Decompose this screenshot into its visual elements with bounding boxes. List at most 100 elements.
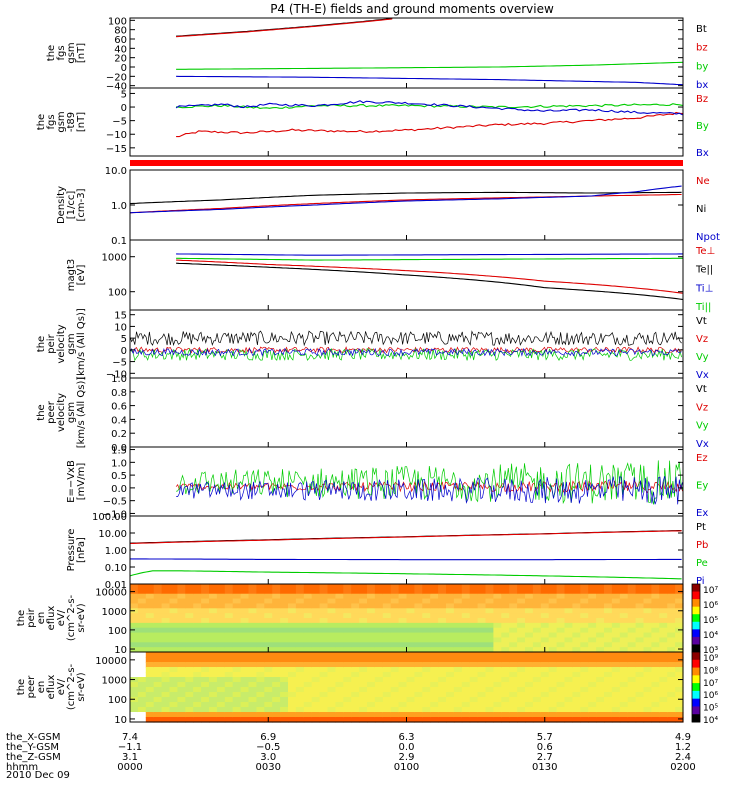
panel-8: Pressure [nPa]100.0010.001.000.100.01PtPb… (66, 512, 708, 591)
heatmap-cell (414, 717, 423, 723)
heatmap-cell (311, 672, 321, 678)
heatmap-cell (351, 712, 360, 718)
series-line-2 (176, 18, 393, 38)
heatmap-cell (193, 677, 202, 683)
heatmap-cell (556, 598, 566, 605)
heatmap-cell (556, 627, 566, 634)
heatmap-cell (485, 593, 494, 600)
heatmap-cell (374, 608, 384, 614)
series-group (129, 330, 682, 362)
heatmap-cell (651, 717, 660, 723)
colorbar-label: 10⁵ (703, 704, 718, 714)
heatmap-cell (430, 632, 439, 639)
heatmap-cell (430, 652, 439, 658)
heatmap-cell (280, 598, 289, 605)
heatmap-cell (209, 677, 218, 683)
heatmap-cell (288, 707, 297, 713)
heatmap-cell (675, 667, 684, 673)
heatmap-cell (619, 677, 629, 683)
heatmap-cell (335, 677, 344, 683)
heatmap-cell (556, 613, 566, 619)
heatmap-cell (351, 692, 360, 698)
heatmap-cell (280, 603, 289, 609)
heatmap-cell (374, 588, 384, 595)
heatmap-cell (596, 717, 605, 723)
heatmap-cell (493, 618, 502, 624)
heatmap-cell (414, 642, 423, 648)
heatmap-cell (667, 637, 676, 643)
x-row-value: 0100 (394, 762, 419, 773)
heatmap-cell (517, 692, 526, 698)
heatmap-cell (430, 702, 439, 708)
heatmap-cell (643, 712, 652, 718)
heatmap-cell (619, 702, 629, 708)
heatmap-cell (611, 682, 621, 688)
heatmap-cell (572, 687, 581, 693)
heatmap-cell (382, 627, 392, 634)
heatmap-cell (130, 647, 139, 653)
heatmap-cell (406, 702, 415, 708)
series-line-3 (175, 100, 683, 116)
heatmap-cell (374, 662, 384, 668)
heatmap-cell (374, 682, 384, 688)
heatmap-cell (659, 608, 668, 614)
legend-label: Ni (696, 204, 706, 215)
legend-label: Vx (696, 439, 709, 450)
heatmap-cell (335, 652, 344, 658)
heatmap-cell (596, 662, 605, 668)
x-row-value: −0.5 (256, 742, 280, 753)
heatmap-cell (137, 662, 147, 668)
heatmap-cell (177, 642, 186, 648)
heatmap-cell (611, 712, 621, 718)
heatmap-cell (130, 672, 139, 678)
heatmap-cell (351, 608, 360, 614)
heatmap-cell (509, 627, 518, 634)
heatmap-cell (469, 657, 479, 663)
heatmap-cell (501, 608, 510, 614)
heatmap-cell (390, 702, 400, 708)
ylabel-line: eflux (46, 675, 57, 700)
heatmap-cell (145, 642, 155, 648)
heatmap-cell (201, 667, 210, 673)
heatmap-cell (588, 707, 597, 713)
heatmap-cell (422, 588, 431, 595)
heatmap-cell (343, 627, 352, 634)
heatmap-cell (272, 652, 281, 658)
heatmap-cell (517, 707, 526, 713)
heatmap-cell (596, 593, 605, 600)
heatmap-cell (438, 682, 447, 688)
heatmap-cell (209, 598, 218, 605)
heatmap-cell (367, 657, 376, 663)
heatmap-cell (477, 687, 487, 693)
heatmap-cell (414, 702, 423, 708)
heatmap-cell (272, 647, 281, 653)
heatmap-cell (169, 662, 178, 668)
heatmap-cell (556, 702, 566, 708)
heatmap-cell (532, 588, 542, 595)
heatmap-cell (446, 712, 455, 718)
heatmap-cell (477, 717, 487, 723)
heatmap-cell (659, 618, 668, 624)
heatmap-cell (446, 682, 455, 688)
heatmap-cell (493, 622, 502, 629)
heatmap-cell (469, 647, 479, 653)
ylabel-line: gsm (66, 333, 77, 354)
heatmap-cell (169, 682, 178, 688)
legend-label: Vy (696, 421, 709, 432)
heatmap-cell (390, 598, 400, 605)
heatmap-cell (509, 712, 518, 718)
heatmap-cell (303, 712, 313, 718)
heatmap-cell (430, 613, 439, 619)
heatmap-cell (493, 588, 502, 595)
heatmap-cell (430, 603, 439, 609)
heatmap-cell (398, 593, 408, 600)
heatmap-cell (588, 717, 597, 723)
heatmap-cell (540, 637, 550, 643)
heatmap-cell (406, 677, 415, 683)
heatmap-cell (367, 603, 376, 609)
heatmap-cell (319, 627, 329, 634)
heatmap-cell (288, 687, 297, 693)
heatmap-cell (675, 598, 684, 605)
heatmap-cell (209, 687, 218, 693)
heatmap-cell (548, 603, 558, 609)
